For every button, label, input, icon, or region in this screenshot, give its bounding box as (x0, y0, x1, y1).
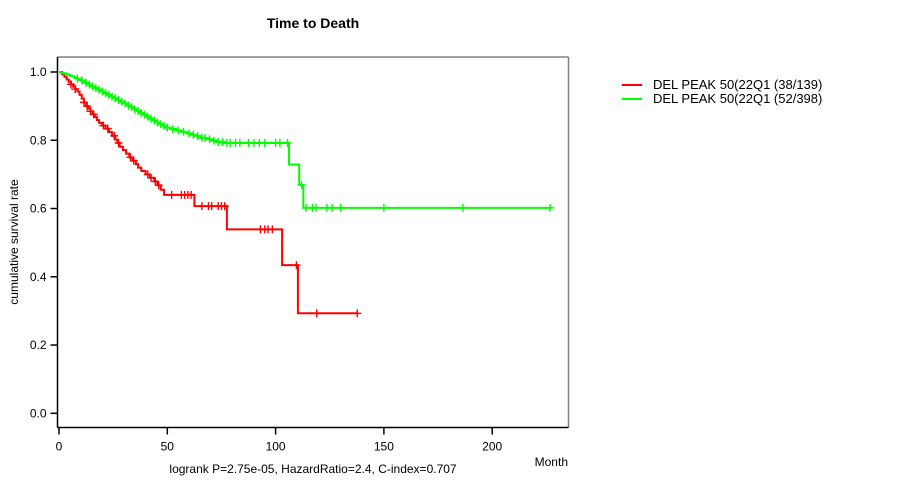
x-tick-label: 200 (482, 440, 502, 454)
censor-marks-green (73, 74, 555, 212)
legend-label: DEL PEAK 50(22Q1 (38/139) (653, 77, 823, 92)
legend-line-red (622, 84, 642, 86)
survival-curve-green (59, 71, 552, 209)
y-tick-label: 0.6 (30, 202, 47, 216)
y-tick-label: 0.0 (30, 406, 47, 420)
legend: DEL PEAK 50(22Q1 (38/139) DEL PEAK 50(22… (622, 78, 822, 106)
chart-title: Time to Death (266, 15, 360, 31)
y-tick-label: 0.2 (30, 338, 47, 352)
x-axis-month-label: Month (534, 455, 568, 469)
legend-item: DEL PEAK 50(22Q1 (52/398) (622, 92, 822, 106)
stats-annotation: logrank P=2.75e-05, HazardRatio=2.4, C-i… (169, 462, 457, 476)
legend-label: DEL PEAK 50(22Q1 (52/398) (653, 91, 823, 106)
censor-marks-red (66, 80, 362, 318)
y-tick-label: 0.4 (30, 270, 47, 284)
x-tick-label: 150 (374, 440, 394, 454)
x-tick-label: 0 (56, 440, 63, 454)
y-tick-label: 0.8 (30, 133, 47, 147)
y-tick-label: 1.0 (30, 65, 47, 79)
legend-line-green (622, 98, 642, 100)
legend-item: DEL PEAK 50(22Q1 (38/139) (622, 78, 822, 92)
x-tick-label: 100 (266, 440, 286, 454)
x-tick-label: 50 (161, 440, 175, 454)
survival-curve-red (59, 71, 358, 315)
